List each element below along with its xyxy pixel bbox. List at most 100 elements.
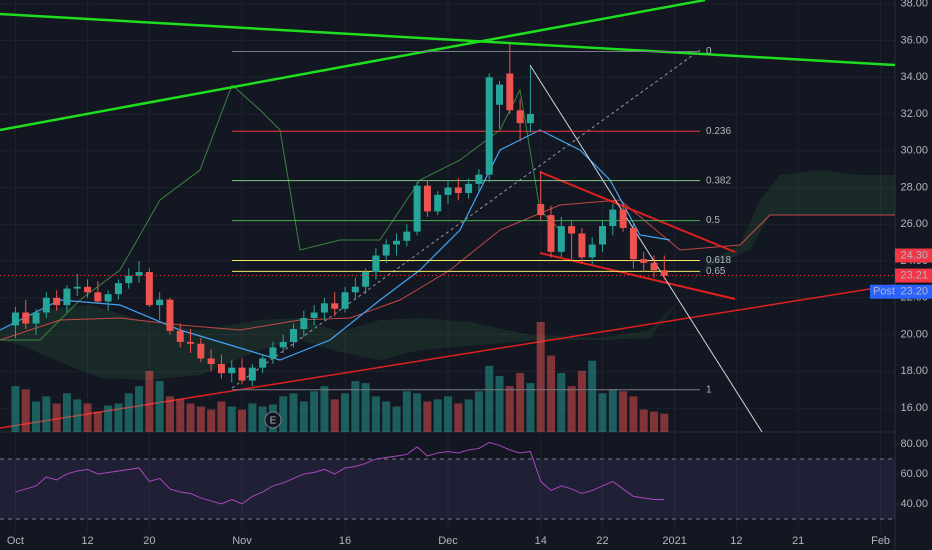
price-label-tag: Post <box>873 286 895 298</box>
volume-bar <box>351 381 360 432</box>
volume-bar <box>289 393 298 432</box>
x-tick-label: Feb <box>871 535 890 547</box>
candle-body <box>526 113 534 124</box>
earnings-label: E <box>270 416 277 427</box>
y-tick-label: 36.00 <box>900 34 928 46</box>
volume-bar <box>124 393 133 432</box>
lagging-line <box>0 84 561 341</box>
projection-line <box>529 64 763 433</box>
volume-bar <box>577 370 586 432</box>
candle-body <box>341 292 349 309</box>
volume-bar <box>433 399 442 432</box>
y-tick-label: 18.00 <box>900 365 928 377</box>
candle-body <box>197 343 205 359</box>
volume-bar <box>279 396 288 432</box>
candle-body <box>114 283 122 295</box>
x-tick-label: 21 <box>792 535 804 547</box>
candle-body <box>94 292 102 302</box>
volume-bar <box>310 391 319 432</box>
candle-body <box>32 312 40 324</box>
fib-label: 0.618 <box>706 255 731 266</box>
volume-bar <box>526 383 535 432</box>
candle-body <box>372 255 380 273</box>
candle-body <box>588 244 596 258</box>
volume-bar <box>135 386 144 432</box>
x-tick-label: Oct <box>7 535 24 547</box>
candle-body <box>537 204 545 216</box>
price-label-box <box>895 248 932 263</box>
moving-average <box>0 129 671 361</box>
y-tick-label: 34.00 <box>900 71 928 83</box>
candle-body <box>176 330 184 342</box>
volume-bar <box>217 401 226 432</box>
fib-label: 0.65 <box>706 266 726 277</box>
volume-bar <box>207 409 216 432</box>
candle-body <box>300 318 308 330</box>
candle-body <box>63 288 71 306</box>
candle-body <box>279 341 287 348</box>
candle-body <box>516 110 524 124</box>
volume-bar <box>104 405 113 432</box>
y-tick-label: 38.00 <box>900 0 928 10</box>
candle-body <box>53 297 61 306</box>
volume-bar <box>165 396 174 432</box>
candle-body <box>104 294 112 302</box>
candle-body <box>238 367 246 381</box>
fib-label: 1 <box>706 384 712 395</box>
volume-bar <box>464 399 473 432</box>
volume-bar <box>32 401 41 432</box>
candle-body <box>465 183 473 194</box>
x-tick-label: 12 <box>730 535 742 547</box>
volume-bar <box>186 403 195 432</box>
volume-bar <box>320 386 329 432</box>
volume-bar <box>588 360 597 432</box>
candle-body <box>382 244 390 256</box>
volume-bar <box>248 403 257 432</box>
volume-bar <box>52 403 61 432</box>
candle-body <box>506 73 514 111</box>
price-label: 23.20 <box>900 286 928 298</box>
candle-body <box>187 341 195 344</box>
volume-bar <box>42 396 51 432</box>
fib-label: 0.236 <box>706 126 731 137</box>
volume-bar <box>423 401 432 432</box>
price-label-box <box>870 284 932 299</box>
candle-body <box>42 297 50 313</box>
candle-body <box>434 194 442 212</box>
candle-body <box>599 226 607 245</box>
fib-label: 0 <box>706 46 712 57</box>
fib-label: 0.382 <box>706 175 731 186</box>
x-tick-label: 22 <box>596 535 608 547</box>
candle-body <box>454 187 462 194</box>
candle-body <box>351 286 359 293</box>
candle-body <box>248 367 256 381</box>
candle-body <box>11 312 19 326</box>
volume-bar <box>114 403 123 432</box>
volume-bar <box>598 393 607 432</box>
candle-body <box>331 303 339 309</box>
price-label-box <box>895 268 932 283</box>
volume-bar <box>361 383 370 432</box>
y-tick-label: 26.00 <box>900 218 928 230</box>
y-tick-label: 28.00 <box>900 181 928 193</box>
y-tick-label: 32.00 <box>900 108 928 120</box>
x-tick-label: 2021 <box>662 535 686 547</box>
rsi-tick-label: 80.00 <box>900 438 928 450</box>
candle-body <box>145 272 153 306</box>
rsi-line <box>15 441 665 505</box>
volume-bar <box>474 391 483 432</box>
volume-bar <box>402 391 411 432</box>
price-label: 23.21 <box>900 269 928 281</box>
cloud-edge <box>0 199 895 341</box>
volume-bar <box>536 322 545 432</box>
volume-bar <box>155 381 164 432</box>
candle-body <box>320 303 328 313</box>
candle-body <box>578 233 586 258</box>
volume-bar <box>258 406 267 432</box>
rsi-tick-label: 60.00 <box>900 468 928 480</box>
candle-body <box>650 262 658 271</box>
volume-bar <box>227 406 236 432</box>
candle-body <box>444 187 452 195</box>
candle-body <box>228 367 236 374</box>
